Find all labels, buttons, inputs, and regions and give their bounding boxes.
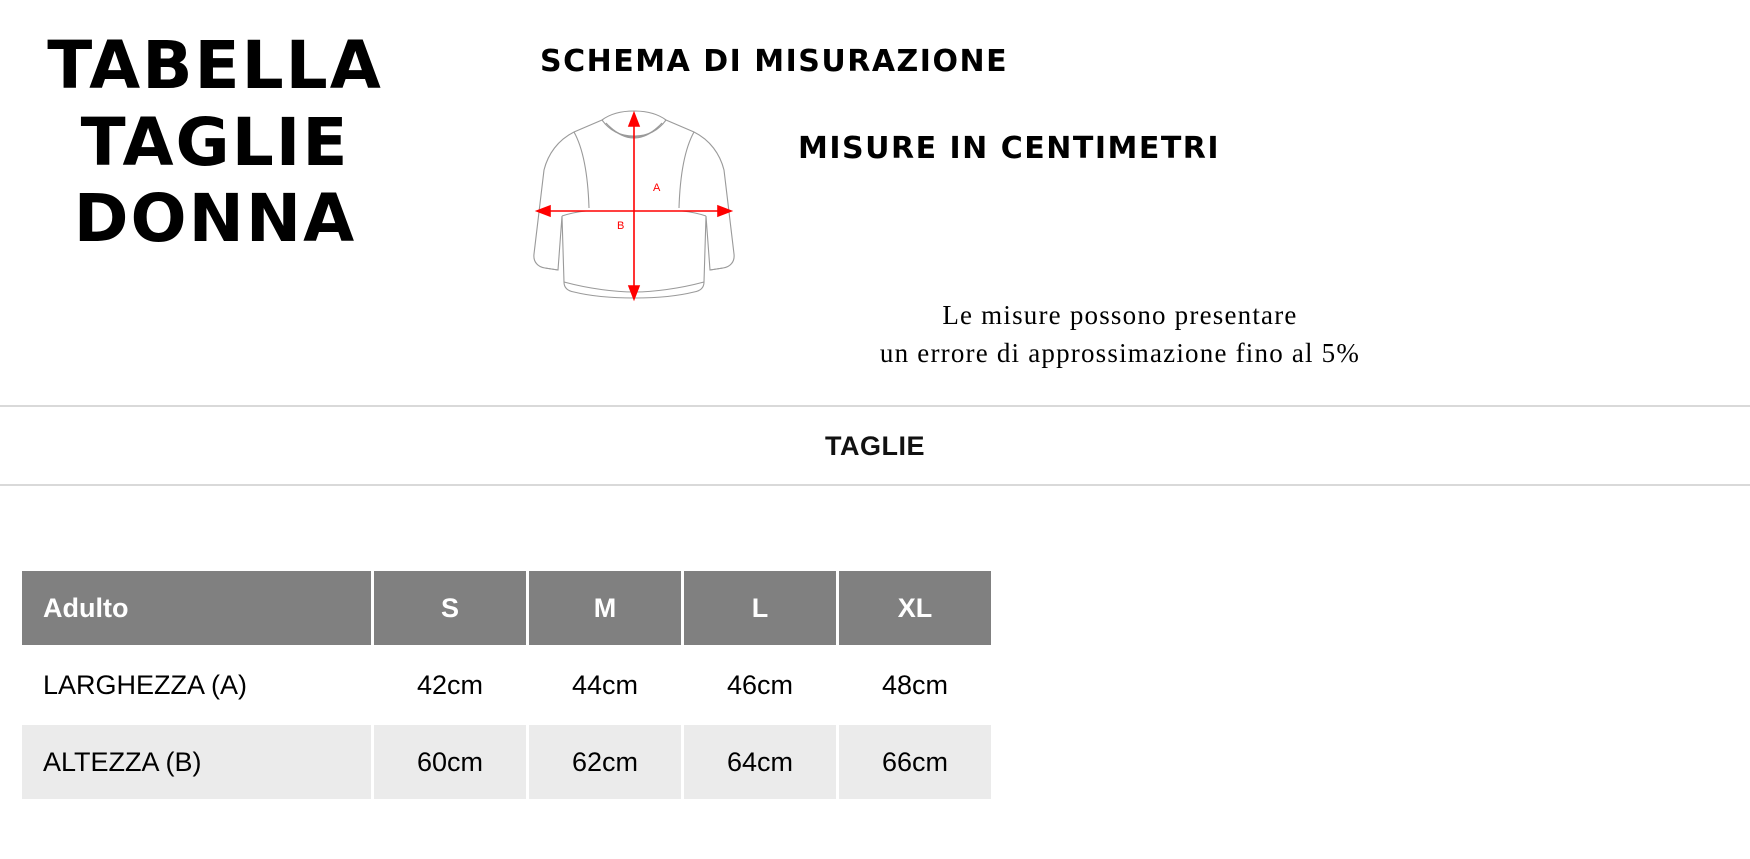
- table-header-row: Adulto S M L XL: [22, 571, 991, 645]
- column-header-adulto: Adulto: [22, 571, 371, 645]
- table-row: LARGHEZZA (A) 42cm 44cm 46cm 48cm: [22, 648, 991, 722]
- divider-top: [0, 405, 1750, 407]
- measurement-unit-heading: MISURE IN CENTIMETRI: [798, 131, 1221, 166]
- row-label-larghezza: LARGHEZZA (A): [22, 648, 371, 722]
- cell-altezza-s: 60cm: [374, 725, 526, 799]
- size-chart-table: Adulto S M L XL LARGHEZZA (A) 42cm 44cm …: [19, 568, 994, 802]
- measurement-disclaimer: Le misure possono presentare un errore d…: [700, 296, 1540, 373]
- long-sleeve-shirt-illustration: A B: [533, 110, 735, 302]
- measurement-scheme-heading: SCHEMA DI MISURAZIONE: [540, 44, 1009, 79]
- cell-larghezza-s: 42cm: [374, 648, 526, 722]
- column-header-s: S: [374, 571, 526, 645]
- divider-bottom: [0, 484, 1750, 486]
- disclaimer-line-2: un errore di approssimazione fino al 5%: [879, 338, 1361, 369]
- page-title-line-1: TABELLA: [47, 27, 383, 104]
- cell-altezza-m: 62cm: [529, 725, 681, 799]
- row-label-altezza: ALTEZZA (B): [22, 725, 371, 799]
- cell-larghezza-xl: 48cm: [839, 648, 991, 722]
- page-title: TABELLA TAGLIE DONNA: [0, 27, 430, 258]
- cell-altezza-l: 64cm: [684, 725, 836, 799]
- table-row: ALTEZZA (B) 60cm 62cm 64cm 66cm: [22, 725, 991, 799]
- garment-diagram: A B: [524, 104, 744, 309]
- header-section: TABELLA TAGLIE DONNA SCHEMA DI MISURAZIO…: [0, 0, 1750, 400]
- cell-larghezza-l: 46cm: [684, 648, 836, 722]
- cell-larghezza-m: 44cm: [529, 648, 681, 722]
- diagram-label-a: A: [653, 182, 661, 194]
- cell-altezza-xl: 66cm: [839, 725, 991, 799]
- column-header-xl: XL: [839, 571, 991, 645]
- disclaimer-line-1: Le misure possono presentare: [942, 300, 1298, 330]
- page-title-line-3: DONNA: [73, 180, 357, 258]
- page-title-line-2: TAGLIE: [80, 103, 350, 181]
- column-header-m: M: [529, 571, 681, 645]
- column-header-l: L: [684, 571, 836, 645]
- sizes-section-title: TAGLIE: [825, 431, 925, 461]
- diagram-label-b: B: [617, 220, 624, 232]
- sizes-section-band: TAGLIE: [0, 405, 1750, 486]
